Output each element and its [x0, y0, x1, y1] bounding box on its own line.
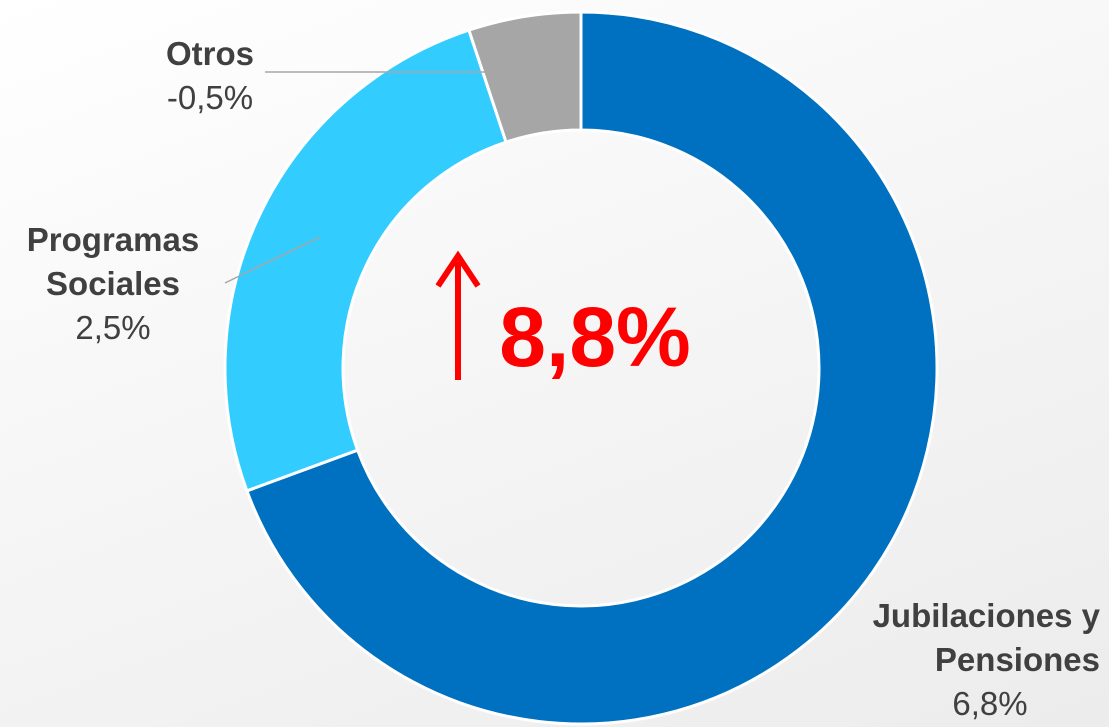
slice — [223, 28, 508, 493]
value-label: 6,8% — [952, 685, 1028, 722]
slice — [244, 10, 939, 726]
category-label: Jubilaciones y Pensiones — [872, 597, 1100, 678]
category-label: Otros — [165, 35, 254, 72]
value-label: -0,5% — [166, 79, 254, 116]
arrow-head — [435, 250, 481, 288]
slice-label: Programas Sociales 2,5% — [0, 218, 226, 350]
slice-label: Otros -0,5% — [110, 32, 310, 120]
value-label: 2,5% — [75, 309, 151, 346]
category-label: Programas Sociales — [26, 221, 200, 302]
leader-line — [224, 236, 321, 284]
arrow — [435, 250, 481, 380]
total-label: 8,8% — [499, 290, 690, 384]
slice-label: Jubilaciones y Pensiones 6,8% — [860, 594, 1100, 726]
